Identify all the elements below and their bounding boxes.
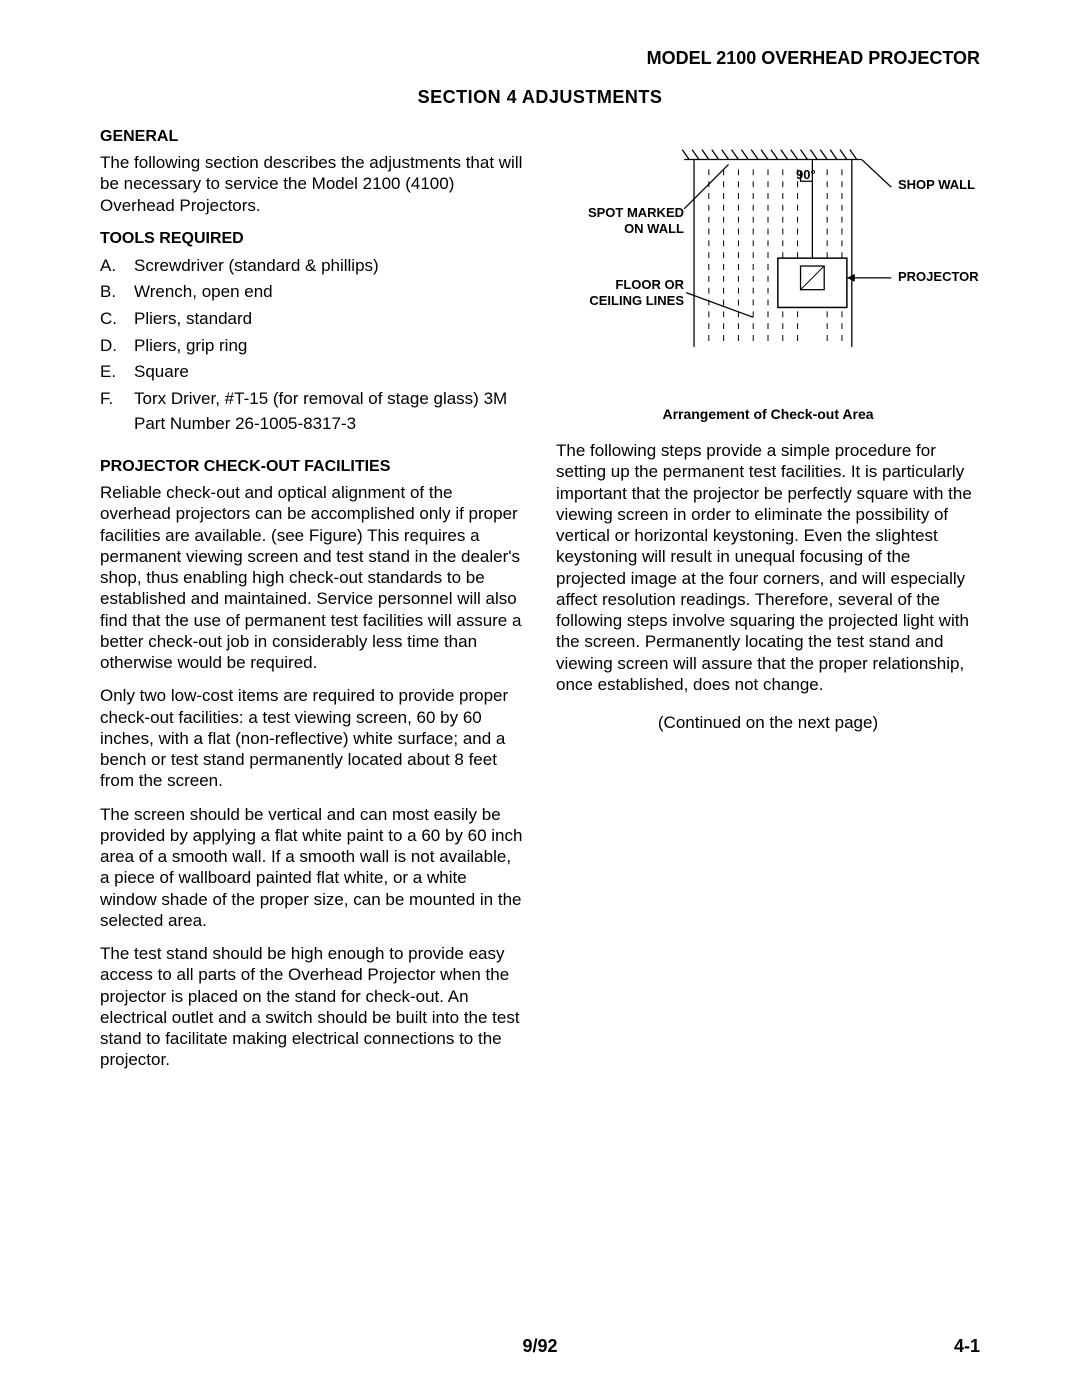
- checkout-heading: PROJECTOR CHECK-OUT FACILITIES: [100, 458, 524, 476]
- tool-item: B.Wrench, open end: [100, 280, 524, 305]
- diagram-label-ceiling-lines: CEILING LINES: [574, 294, 684, 309]
- tool-item: C.Pliers, standard: [100, 307, 524, 332]
- tool-letter: D.: [100, 334, 134, 359]
- tool-desc: Torx Driver, #T-15 (for removal of stage…: [134, 387, 524, 436]
- tools-heading: TOOLS REQUIRED: [100, 230, 524, 248]
- diagram-label-shop-wall: SHOP WALL: [898, 178, 975, 193]
- tool-desc: Screwdriver (standard & phillips): [134, 254, 524, 279]
- diagram-label-floor-or: FLOOR OR: [574, 278, 684, 293]
- tool-letter: F.: [100, 387, 134, 436]
- general-text: The following section describes the adju…: [100, 152, 524, 216]
- section-title: SECTION 4 ADJUSTMENTS: [100, 87, 980, 108]
- general-heading: GENERAL: [100, 128, 524, 146]
- diagram-label-on-wall: ON WALL: [574, 222, 684, 237]
- tool-item: A.Screwdriver (standard & phillips): [100, 254, 524, 279]
- tool-letter: E.: [100, 360, 134, 385]
- page-footer: 9/92 4-1: [100, 1336, 980, 1357]
- continued-text: (Continued on the next page): [556, 713, 980, 733]
- tool-desc: Pliers, standard: [134, 307, 524, 332]
- checkout-p1: Reliable check-out and optical alignment…: [100, 482, 524, 673]
- diagram-caption: Arrangement of Check-out Area: [556, 406, 980, 422]
- diagram-label-angle: 90°: [796, 168, 816, 183]
- footer-right: 4-1: [954, 1336, 980, 1357]
- right-body-text: The following steps provide a simple pro…: [556, 440, 980, 695]
- tool-letter: A.: [100, 254, 134, 279]
- tools-list: A.Screwdriver (standard & phillips) B.Wr…: [100, 254, 524, 436]
- checkout-diagram: SHOP WALL 90° SPOT MARKED ON WALL FLOOR …: [556, 138, 980, 398]
- checkout-p2: Only two low-cost items are required to …: [100, 685, 524, 791]
- tool-desc: Square: [134, 360, 524, 385]
- tool-desc: Pliers, grip ring: [134, 334, 524, 359]
- checkout-p4: The test stand should be high enough to …: [100, 943, 524, 1071]
- left-column: GENERAL The following section describes …: [100, 128, 524, 1083]
- right-column: SHOP WALL 90° SPOT MARKED ON WALL FLOOR …: [556, 128, 980, 1083]
- two-column-layout: GENERAL The following section describes …: [100, 128, 980, 1083]
- tool-letter: B.: [100, 280, 134, 305]
- tool-item: D.Pliers, grip ring: [100, 334, 524, 359]
- checkout-p3: The screen should be vertical and can mo…: [100, 804, 524, 932]
- tool-item: F.Torx Driver, #T-15 (for removal of sta…: [100, 387, 524, 436]
- diagram-label-projector: PROJECTOR: [898, 270, 979, 285]
- footer-center: 9/92: [522, 1336, 557, 1357]
- header-model: MODEL 2100 OVERHEAD PROJECTOR: [100, 48, 980, 69]
- tool-item: E.Square: [100, 360, 524, 385]
- tool-desc: Wrench, open end: [134, 280, 524, 305]
- diagram-label-spot-marked: SPOT MARKED: [574, 206, 684, 221]
- tool-letter: C.: [100, 307, 134, 332]
